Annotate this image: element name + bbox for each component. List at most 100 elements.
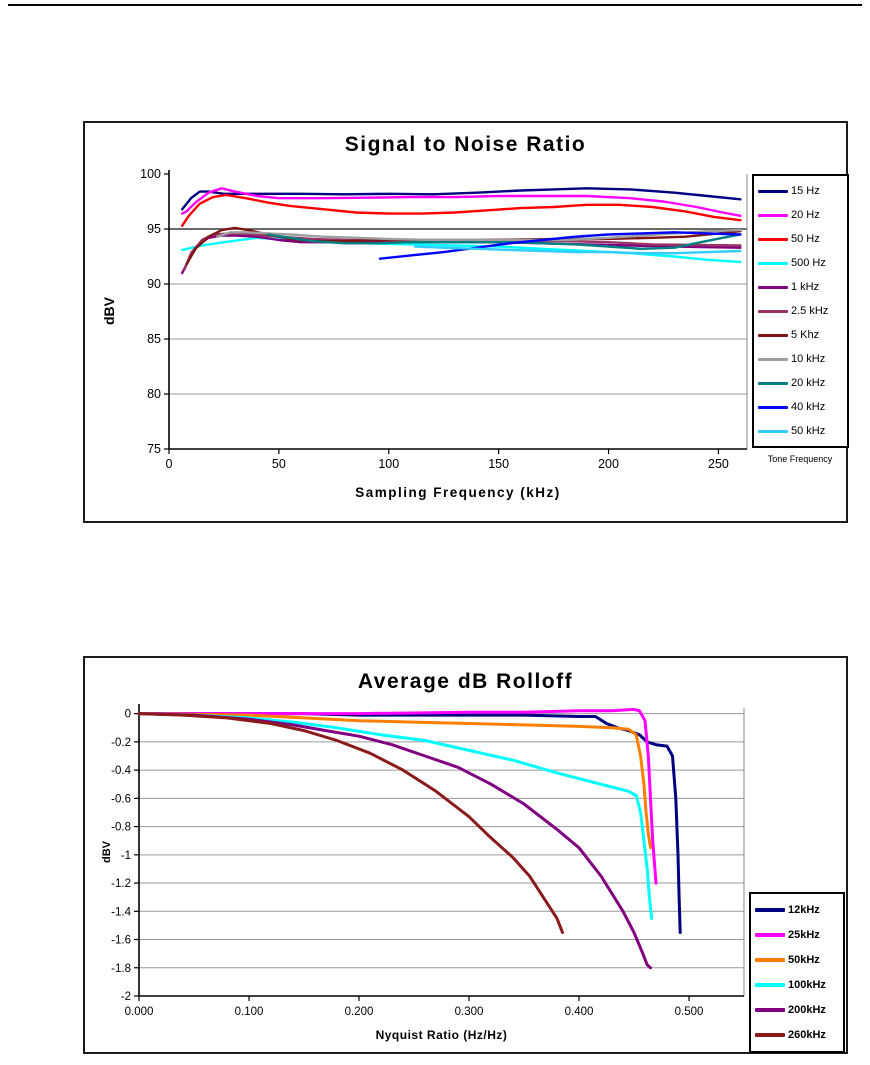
y-tick-label: -1.8	[111, 963, 131, 975]
legend-swatch-50-hz	[758, 237, 788, 241]
legend-swatch-500-hz	[758, 261, 788, 265]
legend-item-20-hz: 20 Hz	[758, 209, 843, 221]
y-tick-label: 100	[140, 167, 161, 181]
legend-swatch-15-hz	[758, 189, 788, 193]
legend-item-25khz: 25kHz	[755, 929, 839, 941]
legend-item-40-khz: 40 kHz	[758, 401, 843, 413]
x-tick-label: 0.500	[675, 1006, 704, 1018]
legend-label-5-khz: 5 Khz	[791, 329, 820, 341]
legend-item-500-hz: 500 Hz	[758, 257, 843, 269]
y-tick-label: -1.2	[111, 878, 131, 890]
legend-swatch-12khz	[755, 907, 785, 912]
y-tick-label: -2	[121, 991, 131, 1003]
legend-label-25khz: 25kHz	[788, 928, 820, 941]
snr-chart: Signal to Noise Ratio 75 80 85 90 95 100 0 50 10…	[83, 121, 849, 523]
y-tick-label: 95	[147, 222, 161, 236]
y-tick-label: -0.6	[111, 793, 131, 805]
legend-swatch-2-5-khz	[758, 309, 788, 313]
legend-swatch-5-khz	[758, 333, 788, 337]
snr-x-axis-title: Sampling Frequency (kHz)	[355, 485, 561, 500]
legend-item-10-khz: 10 kHz	[758, 353, 843, 365]
y-tick-label: -1.4	[111, 906, 131, 918]
legend-item-100khz: 100kHz	[755, 979, 839, 991]
snr-legend: 15 Hz 20 Hz 50 Hz 500 Hz 1 kHz 2.5 kHz 5 Khz 10…	[752, 174, 849, 448]
y-tick-label: -0.8	[111, 822, 131, 834]
series-line-100khz	[137, 712, 654, 920]
legend-swatch-20-khz	[758, 381, 788, 385]
x-tick-label: 0.000	[125, 1006, 154, 1018]
legend-item-50-hz: 50 Hz	[758, 233, 843, 245]
legend-label-10-khz: 10 kHz	[791, 353, 826, 365]
legend-item-260khz: 260kHz	[755, 1029, 839, 1041]
x-tick-label: 100	[378, 457, 399, 471]
rolloff-chart-title: Average dB Rolloff	[357, 670, 574, 693]
legend-label-100khz: 100kHz	[788, 979, 826, 992]
legend-label-200khz: 200kHz	[788, 1004, 826, 1017]
legend-label-260khz: 260kHz	[788, 1029, 826, 1042]
y-tick-label: 90	[147, 277, 161, 291]
legend-swatch-40-khz	[758, 405, 788, 409]
legend-swatch-1-khz	[758, 285, 788, 289]
legend-item-50-khz: 50 kHz	[758, 425, 843, 437]
y-tick-label: 85	[147, 332, 161, 346]
x-tick-label: 200	[598, 457, 619, 471]
legend-label-12khz: 12kHz	[788, 903, 820, 916]
legend-label-50-khz: 50 kHz	[791, 425, 826, 437]
rolloff-x-axis-title: Nyquist Ratio (Hz/Hz)	[375, 1028, 508, 1042]
legend-swatch-50khz	[755, 957, 785, 962]
legend-swatch-20-hz	[758, 213, 788, 217]
series-line-50-hz	[180, 193, 742, 227]
x-tick-label: 0	[166, 457, 173, 471]
legend-label-15-hz: 15 Hz	[791, 185, 820, 197]
y-tick-label: 80	[147, 387, 161, 401]
rolloff-plot-svg: -2 -1.8 -1.6 -1.4 -1.2 -1 -0.8 -0.6 -0.4 -0.2 0 0.0…	[111, 704, 745, 1018]
series-line-25khz	[137, 707, 658, 885]
y-tick-label: 75	[147, 442, 161, 456]
series-line-20-hz	[180, 187, 742, 218]
series-line-500-hz	[180, 236, 742, 264]
x-tick-label: 0.300	[455, 1006, 484, 1018]
x-tick-label: 50	[272, 457, 286, 471]
legend-swatch-10-khz	[758, 357, 788, 361]
legend-label-20-hz: 20 Hz	[791, 209, 820, 221]
series-line-5-khz	[185, 226, 742, 266]
legend-swatch-100khz	[755, 983, 785, 988]
x-tick-label: 0.400	[565, 1006, 594, 1018]
series-line-50khz	[137, 712, 652, 850]
legend-item-15-hz: 15 Hz	[758, 185, 843, 197]
legend-item-200khz: 200kHz	[755, 1004, 839, 1016]
legend-label-1-khz: 1 kHz	[791, 281, 820, 293]
legend-label-50khz: 50kHz	[788, 953, 820, 966]
legend-item-1-khz: 1 kHz	[758, 281, 843, 293]
legend-swatch-200khz	[755, 1008, 785, 1013]
series-line-50-khz	[413, 245, 742, 255]
rolloff-chart: Average dB Rolloff -2 -1.8 -1.6 -1.4 -1.2 -1 -…	[83, 656, 848, 1054]
y-tick-label: 0	[125, 709, 131, 721]
snr-chart-title: Signal to Noise Ratio	[344, 133, 587, 156]
rolloff-y-axis-title: dBV	[101, 841, 113, 863]
series-line-15-hz	[180, 187, 742, 211]
legend-item-12khz: 12kHz	[755, 904, 839, 916]
x-tick-label: 150	[488, 457, 509, 471]
rolloff-legend: 12kHz 25kHz 50kHz 100kHz 200kHz 260kHz	[749, 892, 845, 1053]
legend-swatch-25khz	[755, 932, 785, 937]
x-tick-label: 250	[708, 457, 729, 471]
x-tick-label: 0.100	[235, 1006, 264, 1018]
x-tick-label: 0.200	[345, 1006, 374, 1018]
legend-label-500-hz: 500 Hz	[791, 257, 826, 269]
legend-item-5-khz: 5 Khz	[758, 329, 843, 341]
legend-swatch-260khz	[755, 1033, 785, 1038]
legend-label-20-khz: 20 kHz	[791, 377, 826, 389]
y-tick-label: -0.4	[111, 765, 131, 777]
series-line-10-khz	[216, 228, 742, 242]
series-line-40-khz	[378, 231, 742, 260]
legend-label-50-hz: 50 Hz	[791, 233, 820, 245]
y-tick-label: -1	[121, 850, 131, 862]
snr-y-axis-title: dBV	[101, 297, 117, 325]
series-line-12khz	[137, 712, 682, 934]
legend-item-2-5-khz: 2.5 kHz	[758, 305, 843, 317]
y-tick-label: -1.6	[111, 935, 131, 947]
snr-legend-title: Tone Frequency	[767, 454, 833, 464]
top-rule	[8, 4, 862, 6]
